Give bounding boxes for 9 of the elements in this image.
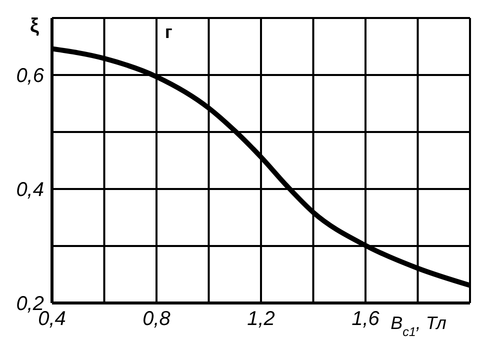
x-tick-label: 0,8	[142, 308, 170, 330]
x-tick-label: 0,4	[38, 308, 66, 330]
x-axis-title: B$_{c1}$, Тл	[390, 313, 446, 339]
y-tick-label: 0,6	[16, 65, 45, 88]
y-axis-title: ξ	[30, 15, 39, 37]
y-tick-label: 0,4	[16, 179, 44, 202]
x-tick-label: 1,6	[352, 308, 380, 330]
x-tick-label: 1,2	[247, 308, 275, 330]
annotation: г	[164, 22, 173, 42]
